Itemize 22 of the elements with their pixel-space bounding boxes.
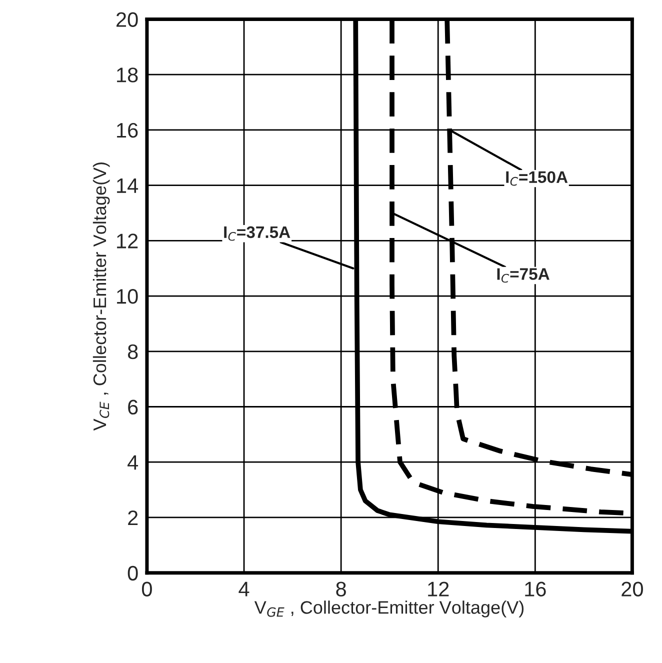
y-tick-label: 0: [128, 566, 138, 581]
annotation: I$_{C}$=37.5A: [224, 226, 290, 241]
y-tick-label: 4: [128, 455, 138, 470]
x-tick-label: 8: [336, 582, 346, 596]
y-tick-label: 2: [128, 510, 138, 526]
annotation: I$_{C}$=75A: [497, 268, 550, 283]
y-tick-label: 16: [117, 122, 138, 138]
y-tick-label: 20: [116, 12, 138, 27]
annotation: I$_{C}$=150A: [506, 171, 568, 186]
x-tick-label: 0: [142, 582, 152, 596]
y-tick-label: 14: [117, 178, 138, 193]
x-tick-label: 16: [525, 582, 546, 596]
y-tick-label: 6: [128, 400, 138, 415]
y-tick-label: 18: [117, 68, 138, 82]
x-tick-label: 4: [238, 582, 250, 596]
y-tick-label: 10: [117, 289, 138, 304]
x-tick-label: 12: [428, 582, 449, 596]
y-tick-label: 12: [117, 234, 138, 248]
y-axis-title: V$_{CE}$ , Collector-Emitter Voltage(V): [92, 162, 110, 431]
x-tick-label: 20: [622, 582, 643, 596]
x-axis-title: V$_{GE}$ , Collector-Emitter Voltage(V): [254, 600, 524, 618]
y-tick-label: 8: [128, 344, 138, 360]
